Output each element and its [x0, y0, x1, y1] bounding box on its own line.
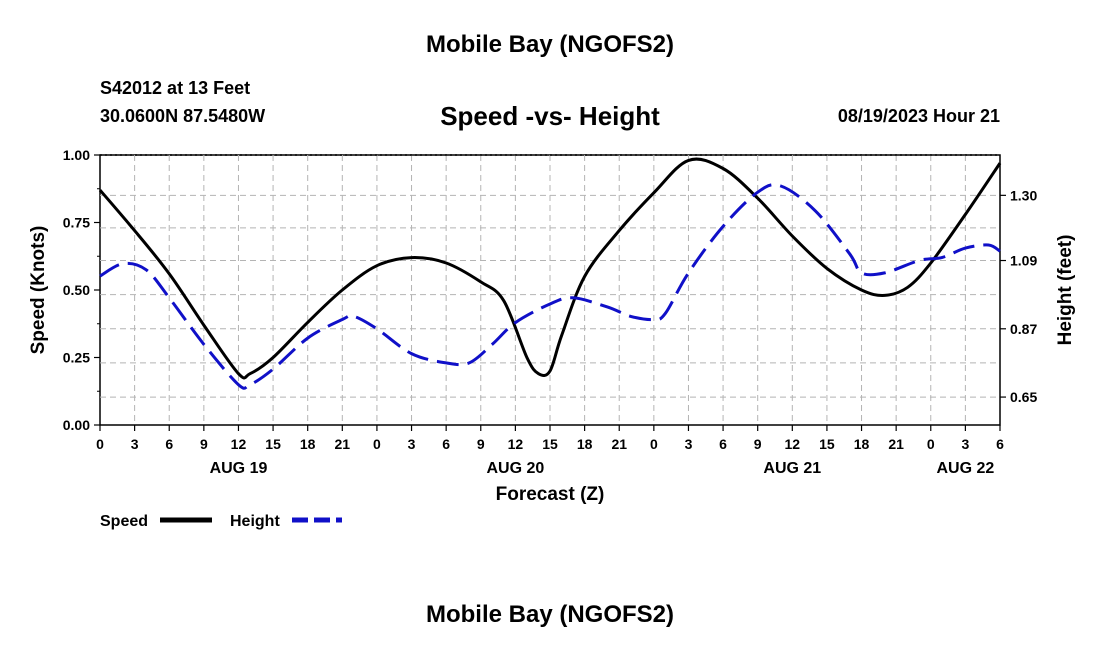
- day-labels: AUG 19 AUG 20 AUG 21 AUG 22: [210, 460, 995, 477]
- x-tick-label: 12: [508, 436, 524, 452]
- y-right-tick-label: 1.30: [1010, 187, 1037, 203]
- day-label: AUG 19: [210, 460, 268, 477]
- y-right-tick-label: 1.09: [1010, 253, 1037, 269]
- page-title: Mobile Bay (NGOFS2): [425, 31, 675, 58]
- y-left-tick-label: 0.75: [63, 215, 90, 231]
- legend-label-speed: Speed: [100, 513, 148, 530]
- x-tick-label: 9: [200, 436, 208, 452]
- x-tick-label: 6: [996, 436, 1004, 452]
- x-tick-label: 12: [785, 436, 801, 452]
- legend-label-height: Height: [230, 513, 280, 530]
- x-tick-label: 15: [542, 436, 558, 452]
- x-tick-label: 15: [265, 436, 281, 452]
- x-tick-label: 18: [577, 436, 593, 452]
- x-tick-label: 3: [408, 436, 416, 452]
- station-coordinates: 30.0600N 87.5480W: [100, 106, 266, 126]
- right-y-axis-label: Height (feet): [1055, 235, 1076, 346]
- legend: Speed Height: [100, 513, 342, 530]
- station-label: S42012 at 13 Feet: [100, 78, 251, 98]
- x-axis-label: Forecast (Z): [496, 484, 605, 505]
- x-tick-label: 21: [888, 436, 904, 452]
- series-lines: [98, 157, 1002, 390]
- x-tick-label: 0: [96, 436, 104, 452]
- y-right-tick-label: 0.65: [1010, 389, 1037, 405]
- x-tick-label: 3: [685, 436, 693, 452]
- x-tick-label: 21: [335, 436, 351, 452]
- x-tick-label: 3: [961, 436, 969, 452]
- x-tick-label: 21: [611, 436, 627, 452]
- x-tick-label: 0: [373, 436, 381, 452]
- grid-lines: [100, 154, 1000, 425]
- y-left-tick-label: 0.00: [63, 417, 90, 433]
- y-left-tick-label: 0.25: [63, 350, 90, 366]
- x-tick-label: 0: [927, 436, 935, 452]
- x-tick-label: 6: [165, 436, 173, 452]
- series-line-speed: [98, 157, 1002, 380]
- x-tick-label: 9: [477, 436, 485, 452]
- x-tick-label: 6: [719, 436, 727, 452]
- x-axis-ticks: 0 3 6 9 12 15 18 21 0 3 6 9 12 15 18 21 0 3 6 9 12 15 18 21 0 3 6: [96, 425, 1004, 452]
- day-label: AUG 20: [486, 460, 544, 477]
- x-tick-label: 3: [131, 436, 139, 452]
- x-tick-label: 12: [231, 436, 247, 452]
- x-tick-label: 18: [300, 436, 316, 452]
- x-tick-label: 15: [819, 436, 835, 452]
- day-label: AUG 21: [763, 460, 821, 477]
- forecast-timestamp: 08/19/2023 Hour 21: [837, 106, 1000, 126]
- day-label: AUG 22: [936, 460, 994, 477]
- y-left-tick-label: 0.50: [63, 282, 90, 298]
- chart-subtitle: Speed -vs- Height: [440, 101, 660, 131]
- left-y-axis-ticks: 0.00 0.25 0.50 0.75 1.00: [63, 147, 100, 433]
- x-tick-label: 18: [854, 436, 870, 452]
- x-tick-label: 0: [650, 436, 658, 452]
- y-left-tick-label: 1.00: [63, 147, 90, 163]
- y-right-tick-label: 0.87: [1010, 321, 1037, 337]
- x-tick-label: 6: [442, 436, 450, 452]
- footer-title: Mobile Bay (NGOFS2): [425, 601, 675, 628]
- x-tick-label: 9: [754, 436, 762, 452]
- left-y-axis-label: Speed (Knots): [28, 226, 49, 355]
- right-y-axis-ticks: 0.65 0.87 1.09 1.30: [1000, 187, 1037, 405]
